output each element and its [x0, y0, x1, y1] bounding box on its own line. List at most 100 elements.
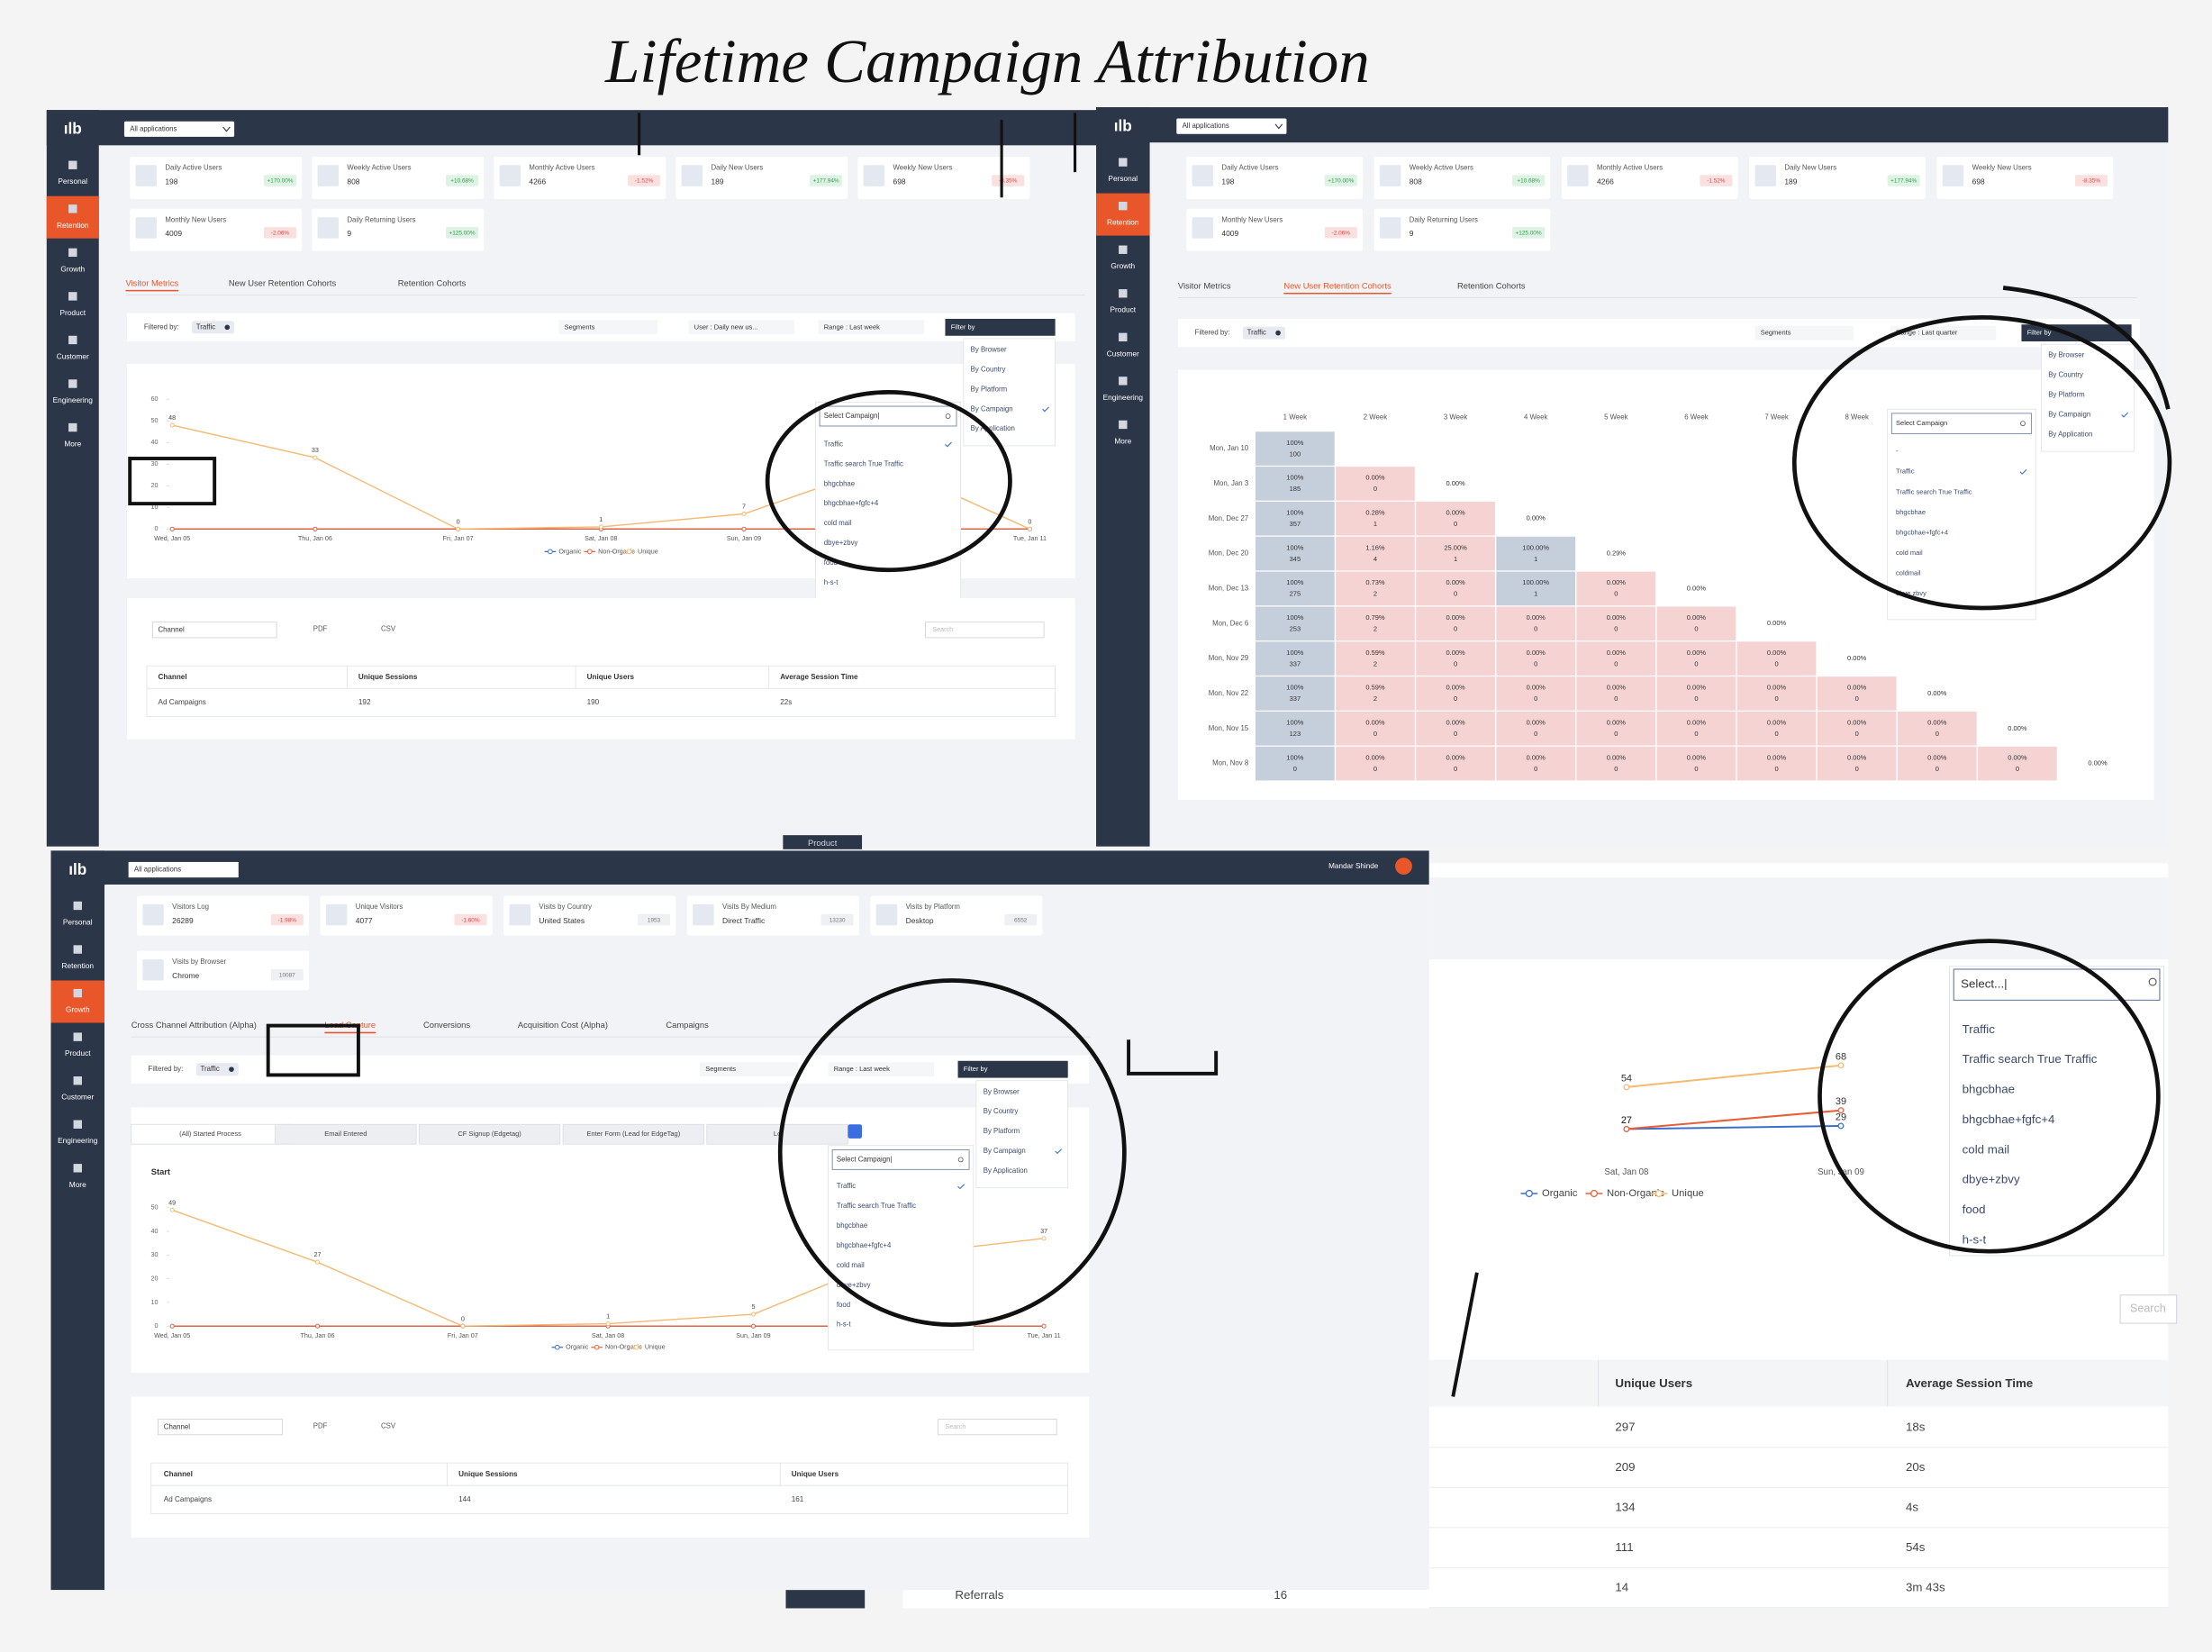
filter-by-button[interactable] — [945, 318, 1056, 336]
tab[interactable]: Acquisition Cost (Alpha) — [518, 1020, 608, 1030]
filter-by-button[interactable] — [957, 1060, 1068, 1078]
pdf-button[interactable]: PDF — [313, 1421, 328, 1430]
campaign-search[interactable] — [1890, 413, 2032, 434]
menu-button[interactable] — [848, 1124, 863, 1139]
campaign-option[interactable]: - — [1896, 447, 1899, 455]
campaign-option[interactable]: bhgcbhae+fgfc+4 — [837, 1241, 892, 1249]
segments-select[interactable] — [558, 320, 657, 335]
campaign-option[interactable]: dbye zbvy — [1896, 589, 1926, 597]
campaign-option[interactable]: dbye+zbvy — [1963, 1173, 2020, 1186]
filter-option[interactable]: By Browser — [2048, 351, 2084, 359]
filter-chip[interactable] — [192, 321, 235, 334]
filter-option[interactable]: By Country — [984, 1107, 1019, 1115]
campaign-option[interactable]: dbye+zbvy — [837, 1281, 871, 1289]
chip-remove[interactable] — [1275, 330, 1281, 336]
filter-option[interactable]: By Application — [971, 424, 1015, 432]
nav-item[interactable]: Customer — [57, 351, 89, 360]
channel-select[interactable] — [151, 622, 277, 639]
nav-item[interactable]: Growth — [66, 1005, 90, 1014]
filter-option[interactable]: By Country — [2048, 371, 2083, 379]
tab[interactable]: Cross Channel Attribution (Alpha) — [131, 1020, 257, 1030]
campaign-option[interactable]: coldmail — [1896, 568, 1921, 576]
avatar[interactable] — [1395, 858, 1412, 876]
filter-option[interactable]: By Application — [984, 1166, 1028, 1175]
nav-item[interactable]: More — [1114, 436, 1131, 445]
app-select[interactable] — [1176, 118, 1287, 134]
range-select[interactable] — [828, 1062, 934, 1076]
filter-option[interactable]: By Platform — [971, 385, 1007, 393]
campaign-option[interactable]: Traffic search True Traffic — [824, 459, 903, 467]
campaign-option[interactable]: dbye+zbvy — [824, 539, 858, 547]
campaign-option[interactable]: food — [1963, 1203, 1986, 1216]
range-select[interactable] — [1890, 325, 1997, 340]
campaign-option[interactable]: cold mail — [1896, 549, 1923, 557]
nav-item[interactable]: Product — [1110, 305, 1136, 314]
campaign-option[interactable]: bhgcbhae — [837, 1221, 867, 1230]
campaign-option[interactable]: cold mail — [824, 519, 852, 527]
campaign-option[interactable]: bhgcbhae+fgfc+4 — [1896, 528, 1948, 536]
campaign-option[interactable]: Traffic — [824, 440, 843, 448]
chip-remove[interactable] — [229, 1067, 234, 1072]
channel-select[interactable] — [158, 1419, 283, 1436]
nav-item[interactable]: Retention — [1107, 218, 1139, 227]
nav-item[interactable]: Personal — [1108, 174, 1138, 183]
search-box[interactable] — [938, 1419, 1057, 1436]
search-box[interactable] — [2119, 1294, 2178, 1324]
filter-option[interactable]: By Campaign — [984, 1147, 1026, 1155]
filter-option[interactable]: By Country — [971, 365, 1006, 373]
filter-chip[interactable] — [195, 1063, 239, 1076]
campaign-option[interactable]: bhgcbhae+fgfc+4 — [1963, 1112, 2055, 1126]
subtab[interactable] — [562, 1123, 705, 1145]
campaign-option[interactable]: bhgcbhae — [1896, 508, 1926, 516]
subtab[interactable] — [418, 1123, 561, 1145]
filter-chip[interactable] — [1242, 326, 1285, 340]
campaign-option[interactable]: bhgcbhae — [824, 479, 855, 487]
campaign-option[interactable]: Traffic search True Traffic — [1896, 487, 1972, 495]
tab[interactable]: New User Retention Cohorts — [229, 277, 337, 287]
nav-item[interactable]: Engineering — [1103, 393, 1144, 402]
tab[interactable]: New User Retention Cohorts — [1283, 280, 1392, 290]
nav-item[interactable]: More — [69, 1180, 86, 1189]
campaign-option[interactable]: Traffic — [1963, 1022, 1996, 1036]
filter-option[interactable]: By Application — [2048, 430, 2092, 438]
tab[interactable]: Retention Cohorts — [398, 277, 467, 287]
nav-item[interactable]: Personal — [58, 177, 87, 186]
app-select[interactable] — [128, 861, 239, 878]
nav-item[interactable]: Customer — [61, 1093, 94, 1102]
filter-option[interactable]: By Platform — [2048, 391, 2084, 399]
tab[interactable]: Visitor Metrics — [126, 277, 179, 287]
campaign-option[interactable]: Traffic search True Traffic — [1963, 1052, 2098, 1066]
tab[interactable]: Campaigns — [666, 1020, 709, 1030]
campaign-option[interactable]: bhgcbhae — [1963, 1083, 2015, 1096]
nav-item[interactable]: Product — [65, 1048, 91, 1057]
nav-item[interactable]: Retention — [57, 221, 89, 230]
filter-option[interactable]: By Campaign — [2048, 411, 2090, 419]
campaign-search[interactable] — [831, 1148, 970, 1170]
campaign-option[interactable]: food — [837, 1301, 850, 1309]
tab[interactable]: Conversions — [423, 1020, 470, 1030]
tab[interactable]: Retention Cohorts — [1457, 280, 1526, 290]
campaign-option[interactable]: cold mail — [1963, 1142, 2010, 1156]
nav-item[interactable]: Retention — [61, 961, 94, 970]
user-select[interactable] — [688, 320, 794, 335]
nav-item[interactable]: Engineering — [53, 395, 94, 404]
subtab[interactable] — [275, 1123, 417, 1145]
chip-remove[interactable] — [224, 324, 231, 331]
campaign-option[interactable]: Traffic search True Traffic — [837, 1202, 916, 1210]
nav-item[interactable]: Product — [59, 308, 86, 317]
pdf-button[interactable]: PDF — [313, 625, 328, 633]
campaign-option[interactable]: food — [824, 558, 838, 567]
nav-item[interactable]: Customer — [1107, 349, 1139, 358]
campaign-option[interactable]: h-s-t — [837, 1321, 851, 1329]
nav-item[interactable]: Growth — [1111, 261, 1135, 270]
range-select[interactable] — [818, 320, 924, 335]
campaign-option[interactable]: Traffic — [1896, 467, 1915, 476]
filter-option[interactable]: By Browser — [971, 345, 1007, 353]
campaign-search[interactable] — [1953, 968, 2161, 1002]
nav-item[interactable]: More — [64, 440, 81, 449]
campaign-option[interactable]: cold mail — [837, 1261, 865, 1269]
nav-item[interactable]: Growth — [60, 264, 85, 273]
filter-option[interactable]: By Browser — [984, 1087, 1020, 1095]
tab[interactable]: Visitor Metrics — [1178, 280, 1231, 290]
app-select[interactable] — [123, 121, 235, 137]
